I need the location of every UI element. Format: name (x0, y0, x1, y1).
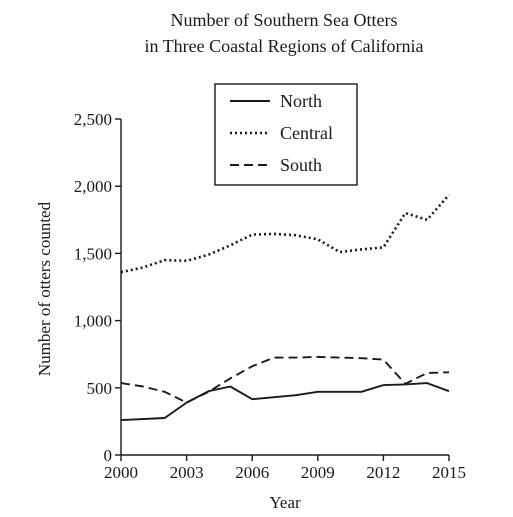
series-line-central (120, 194, 450, 274)
x-tick-label: 2000 (104, 463, 138, 482)
x-tick-label: 2003 (170, 463, 204, 482)
series-line-north (120, 382, 450, 422)
x-tick-label: 2009 (301, 463, 335, 482)
y-tick-label: 2,000 (74, 177, 112, 196)
y-tick-label: 0 (104, 446, 113, 465)
chart-title-line-2: in Three Coastal Regions of California (144, 36, 423, 56)
x-tick-label: 2006 (235, 463, 269, 482)
y-tick-label: 500 (87, 379, 113, 398)
x-axis-label: Year (269, 493, 301, 512)
x-tick-label: 2012 (366, 463, 400, 482)
axes: 0 500 1,000 1,500 2,000 2,500 2000 2003 2006 2009… (74, 110, 466, 482)
chart-title-line-1: Number of Southern Sea Otters (171, 10, 398, 30)
series-lines (120, 194, 450, 422)
y-tick-label: 2,500 (74, 110, 112, 129)
legend-label-south: South (280, 155, 322, 175)
legend-label-central: Central (280, 123, 333, 143)
x-tick-label: 2015 (432, 463, 466, 482)
legend-label-north: North (280, 91, 322, 111)
y-axis-label: Number of otters counted (35, 201, 54, 376)
y-tick-label: 1,000 (74, 312, 112, 331)
y-tick-label: 1,500 (74, 244, 112, 263)
legend: North Central South (214, 83, 358, 186)
series-line-south (120, 355, 450, 404)
